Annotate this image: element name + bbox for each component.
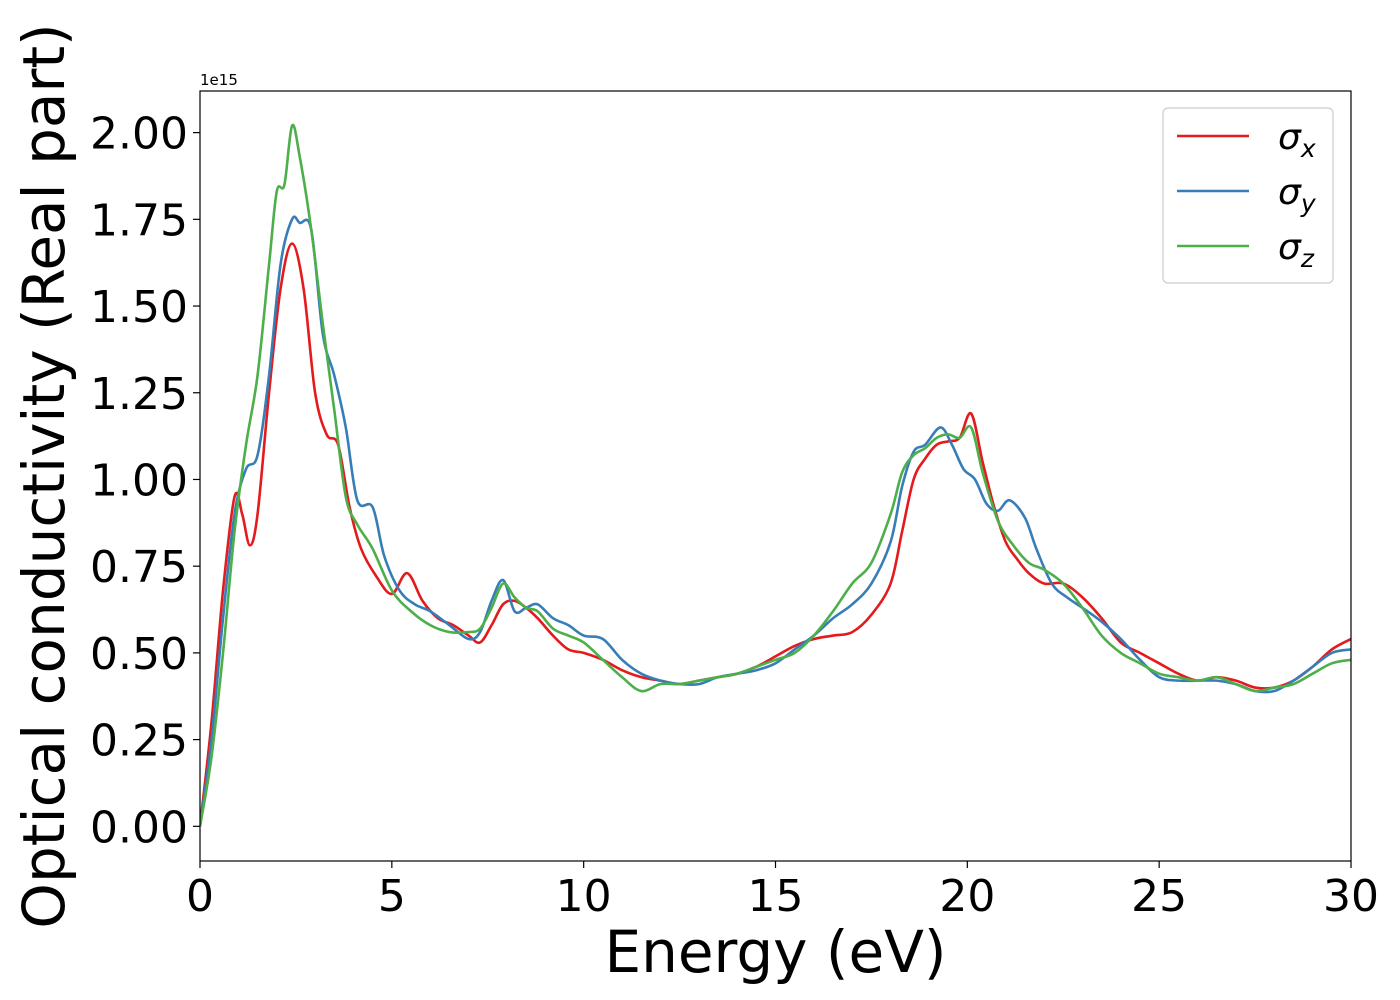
y-tick-label: 1.25: [90, 369, 188, 420]
series-line-x: [200, 242, 1351, 827]
legend-item-z: σz: [1177, 227, 1315, 273]
y-axis-label: Optical conductivity (Real part): [10, 23, 78, 928]
x-tick-label: 10: [556, 871, 612, 922]
x-tick-label: 30: [1323, 871, 1379, 922]
y-axis-ticks: 0.00 0.25 0.50 0.75 1.00 1.25 1.50 1.75 2.00: [90, 109, 200, 853]
y-tick-label: 0.25: [90, 716, 188, 767]
y-tick-label: 0.50: [90, 629, 188, 680]
y-tick-label: 1.75: [90, 195, 188, 246]
y-tick-label: 1.50: [90, 282, 188, 333]
x-tick-label: 0: [186, 871, 214, 922]
x-tick-label: 20: [939, 871, 995, 922]
legend-label: σy: [1278, 172, 1317, 218]
series-line-y: [200, 215, 1351, 827]
legend-item-y: σy: [1177, 172, 1317, 218]
y-axis-offset-text: 1e15: [200, 71, 238, 89]
legend-label: σx: [1278, 117, 1316, 163]
series-layer: [200, 123, 1351, 827]
x-axis-ticks: 0 5 10 15 20 25 30: [186, 861, 1379, 922]
y-tick-label: 2.00: [90, 109, 188, 160]
legend-box: [1162, 107, 1334, 284]
x-tick-label: 25: [1131, 871, 1187, 922]
y-tick-label: 1.00: [90, 455, 188, 506]
series-line-z: [200, 123, 1351, 827]
y-tick-label: 0.00: [90, 802, 188, 853]
legend: σx σy σz: [1162, 107, 1334, 284]
legend-label: σz: [1278, 227, 1315, 273]
x-axis-label: Energy (eV): [604, 918, 946, 986]
x-tick-label: 15: [748, 871, 804, 922]
x-tick-label: 5: [378, 871, 406, 922]
legend-item-x: σx: [1177, 117, 1316, 163]
y-tick-label: 0.75: [90, 542, 188, 593]
